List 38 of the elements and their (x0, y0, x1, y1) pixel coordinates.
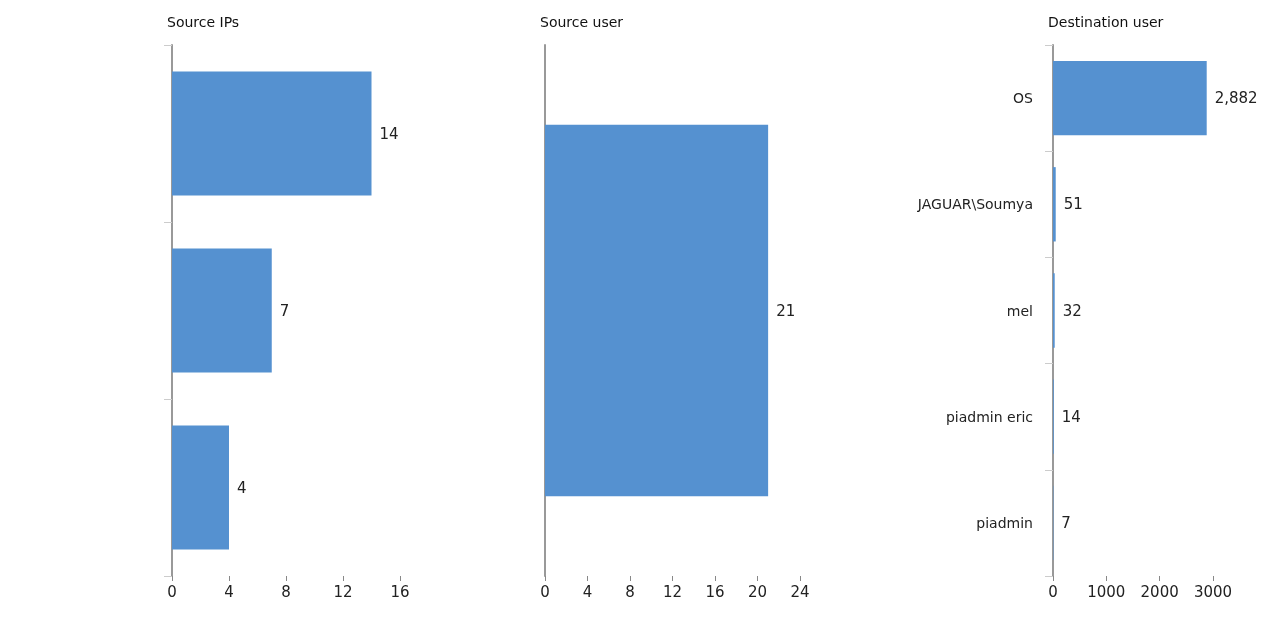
x-tick-label: 16 (390, 582, 410, 601)
x-tick-label: 2000 (1140, 582, 1179, 601)
x-tick-label: 24 (790, 582, 810, 601)
data-label: 51 (1063, 195, 1083, 214)
x-tick-label: 0 (167, 582, 177, 601)
x-tick-label: 0 (1048, 582, 1058, 601)
y-tick-label: piadmin (976, 514, 1033, 531)
y-tick-label: OS (1013, 90, 1034, 107)
x-tick-label: 12 (333, 582, 353, 601)
x-tick-label: 20 (747, 582, 768, 601)
chart-title: Source user (540, 14, 624, 30)
data-label: 7 (1061, 513, 1071, 532)
y-tick-label: piadmin eric (945, 408, 1033, 425)
y-tick-label: JAGUAR\Soumya (916, 196, 1033, 213)
chart-title: Source IPs (167, 14, 240, 30)
x-tick-label: 1000 (1087, 582, 1126, 601)
data-label: 14 (379, 124, 399, 143)
data-label: 21 (776, 301, 796, 320)
data-label: 14 (1061, 407, 1081, 426)
x-tick-label: 4 (224, 582, 234, 601)
data-label: 2,882 (1214, 89, 1258, 108)
x-tick-label: 8 (281, 582, 291, 601)
x-tick-label: 0 (540, 582, 550, 601)
bar (1053, 60, 1207, 136)
data-label: 7 (279, 301, 290, 320)
y-tick-label: mel (1006, 302, 1033, 319)
bar (1053, 167, 1056, 242)
x-tick-label: 12 (662, 582, 683, 601)
data-label: 4 (237, 478, 247, 497)
bar (172, 71, 372, 196)
x-tick-label: 8 (625, 582, 635, 601)
bar (172, 425, 229, 550)
data-label: 32 (1062, 301, 1082, 320)
x-tick-label: 3000 (1193, 582, 1233, 601)
x-tick-label: 4 (582, 582, 593, 601)
chart-title: Destination user (1048, 14, 1164, 30)
x-tick-label: 16 (705, 582, 725, 601)
bar (172, 248, 272, 373)
